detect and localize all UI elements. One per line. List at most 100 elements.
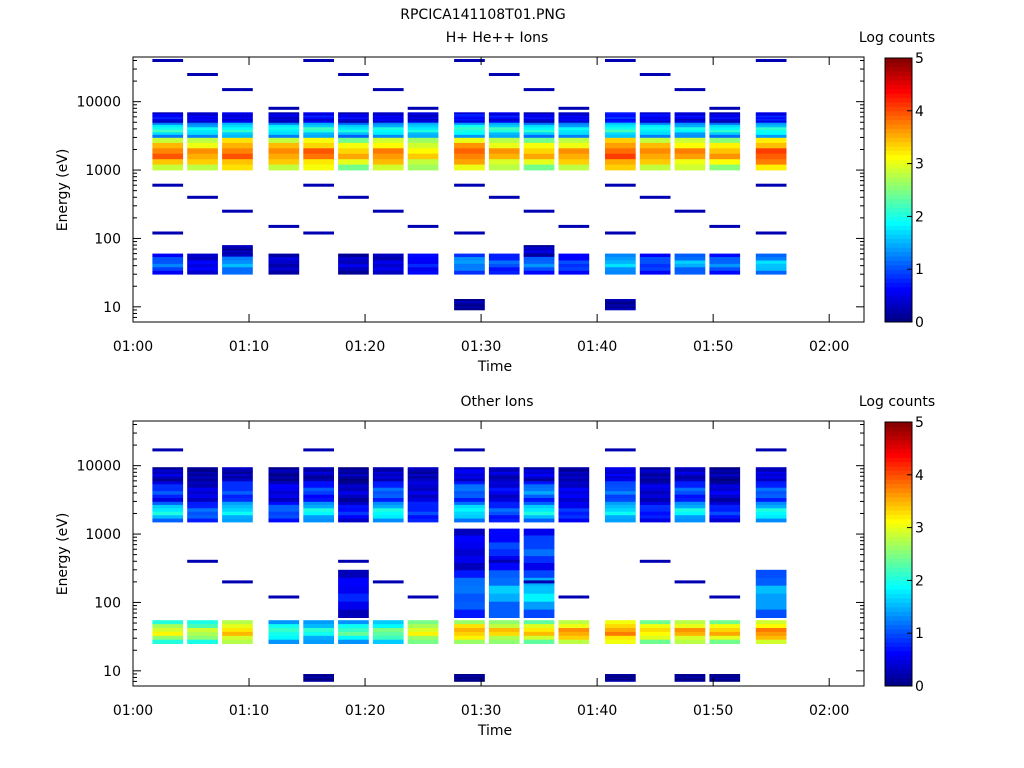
heatmap-cell — [454, 631, 485, 637]
heatmap-cell — [187, 137, 218, 144]
heatmap-cell — [268, 491, 300, 495]
heatmap-cell — [152, 148, 184, 155]
heatmap-cell — [639, 474, 671, 477]
heatmap-cell — [605, 678, 636, 681]
heatmap-cell — [605, 508, 636, 513]
colorbar-swatch — [885, 286, 912, 292]
heatmap-cell — [268, 267, 300, 272]
heatmap-cell — [152, 478, 184, 482]
colorbar-swatch — [885, 234, 912, 239]
heatmap-cell — [523, 252, 555, 255]
colorbar-swatch — [885, 479, 912, 485]
heatmap-cell — [674, 628, 706, 633]
heatmap-cell — [407, 164, 439, 171]
heatmap-cell — [152, 476, 184, 479]
heatmap-cell — [152, 164, 184, 171]
heatmap-cell — [488, 132, 520, 136]
heatmap-cell — [558, 263, 590, 268]
x-tick-label: 02:00 — [809, 339, 849, 355]
heatmap-cell — [523, 511, 555, 516]
colorbar-swatch — [885, 269, 912, 275]
heatmap-streak — [268, 595, 300, 599]
heatmap-cell — [338, 467, 369, 470]
heatmap-cell — [674, 676, 706, 678]
heatmap-cell — [187, 635, 218, 641]
heatmap-cell — [674, 260, 706, 265]
heatmap-cell — [755, 120, 787, 123]
heatmap-cell — [488, 115, 520, 118]
heatmap-cell — [674, 624, 706, 629]
heatmap-cell — [523, 117, 555, 120]
colorbar: 0 1 2 3 4 5 — [884, 415, 924, 695]
heatmap-cell — [338, 494, 369, 499]
heatmap-cell — [338, 487, 369, 492]
heatmap-cell — [338, 498, 369, 502]
heatmap-cell — [523, 118, 555, 121]
heatmap-cell — [709, 148, 741, 155]
heatmap-cell — [187, 474, 218, 477]
heatmap-cell — [152, 112, 184, 115]
y-tick-label: 10 — [103, 300, 121, 316]
heatmap-cell — [755, 635, 787, 641]
heatmap-cell — [488, 515, 520, 519]
heatmap-cell — [454, 267, 485, 272]
heatmap-cell — [454, 593, 485, 603]
colorbar-swatch — [885, 159, 912, 165]
heatmap-cell — [372, 253, 404, 258]
heatmap-cell — [372, 635, 404, 641]
heatmap-cell — [407, 491, 439, 495]
heatmap-cell — [488, 124, 520, 128]
heatmap-streak — [709, 224, 741, 228]
heatmap-cell — [268, 142, 300, 149]
heatmap-cell — [338, 469, 369, 473]
heatmap-cell — [187, 117, 218, 120]
heatmap-cell — [372, 469, 404, 473]
heatmap-cell — [709, 267, 741, 272]
heatmap-cell — [338, 124, 369, 128]
heatmap-cell — [674, 484, 706, 489]
heatmap-cell — [187, 118, 218, 121]
heatmap-cell — [709, 113, 741, 116]
heatmap-cell — [222, 148, 253, 155]
y-tick-label: 1000 — [85, 527, 121, 543]
heatmap-cell — [372, 120, 404, 123]
heatmap-cell — [488, 508, 520, 513]
heatmap-cell — [303, 118, 334, 121]
heatmap-cell — [605, 164, 636, 171]
colorbar-swatch — [885, 523, 912, 529]
heatmap-cell — [674, 257, 706, 261]
heatmap-cell — [755, 159, 787, 165]
heatmap-cell — [488, 518, 520, 523]
heatmap-cell — [268, 480, 300, 485]
heatmap-cell — [558, 511, 590, 516]
heatmap-cell — [454, 569, 485, 579]
heatmap-cell — [558, 484, 590, 489]
heatmap-cell — [639, 631, 671, 637]
heatmap-cell — [755, 569, 787, 579]
heatmap-cell — [523, 467, 555, 470]
colorbar-swatch — [885, 611, 912, 617]
heatmap-cell — [523, 474, 555, 477]
heatmap-cell — [303, 620, 334, 625]
heatmap-cell — [488, 494, 520, 499]
heatmap-cell — [488, 577, 520, 587]
colorbar-swatch — [885, 615, 912, 621]
heatmap-cell — [407, 480, 439, 485]
heatmap-cell — [558, 164, 590, 171]
heatmap-cell — [222, 142, 253, 149]
y-tick-label: 10000 — [76, 95, 121, 111]
heatmap-streak — [187, 559, 218, 563]
heatmap-cell — [674, 471, 706, 475]
heatmap-cell — [454, 127, 485, 131]
heatmap-cell — [488, 487, 520, 492]
heatmap-cell — [372, 624, 404, 629]
heatmap-cell — [674, 124, 706, 128]
heatmap-cell — [454, 628, 485, 633]
heatmap-cell — [338, 153, 369, 160]
heatmap-cell — [558, 480, 590, 485]
heatmap-cell — [674, 639, 706, 644]
heatmap-cell — [454, 476, 485, 479]
colorbar-swatch — [885, 58, 912, 63]
heatmap-cell — [407, 628, 439, 633]
heatmap-cell — [488, 148, 520, 155]
